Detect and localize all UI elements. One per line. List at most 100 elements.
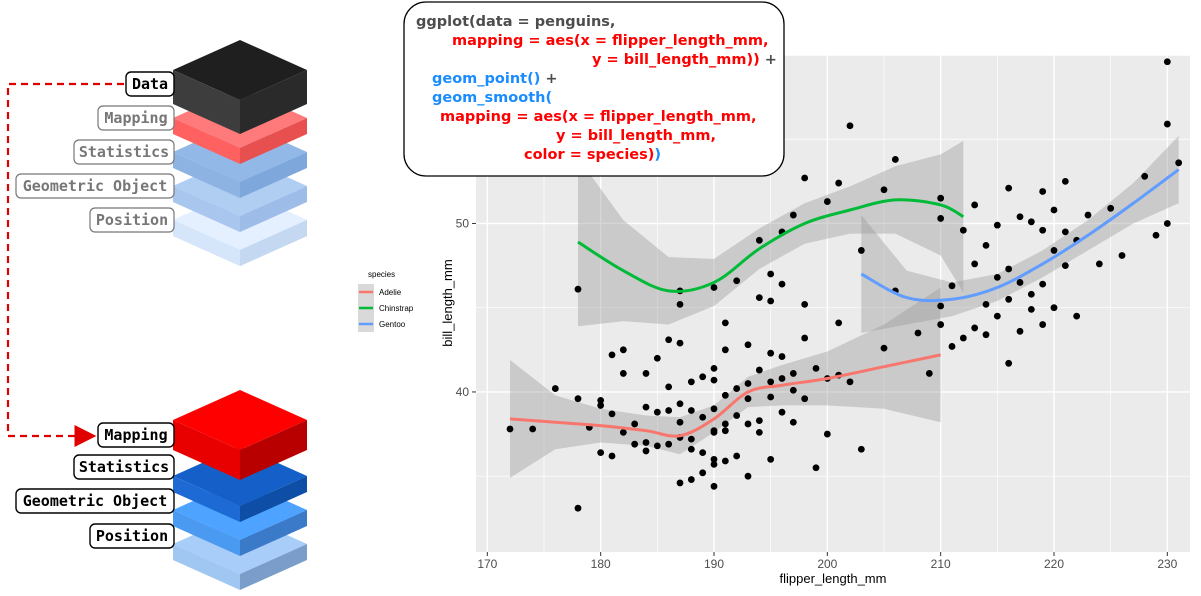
data-point — [1039, 188, 1047, 195]
label-position-faded: Position — [96, 211, 168, 229]
layer-labels-bottom: Mapping Statistics Geometric Object Posi… — [15, 422, 175, 549]
data-point — [846, 122, 854, 130]
data-point — [1005, 359, 1013, 367]
data-point — [1027, 218, 1035, 226]
data-point — [993, 273, 1001, 281]
data-point — [767, 378, 775, 386]
data-point — [699, 413, 707, 421]
data-point — [744, 341, 752, 349]
legend-item-label: Gentoo — [379, 320, 406, 329]
data-point — [733, 412, 741, 419]
data-point — [1039, 321, 1047, 328]
data-point — [721, 457, 729, 465]
data-point — [789, 386, 797, 394]
data-point — [665, 383, 673, 391]
label-box-geometric-object — [15, 488, 175, 514]
label-box-statistics-faded — [73, 139, 175, 165]
data-point — [767, 270, 775, 278]
data-point — [880, 186, 888, 194]
data-point — [699, 469, 707, 477]
data-point — [608, 452, 616, 460]
data-points — [506, 58, 1183, 512]
label-box-geometric-object-faded — [15, 173, 175, 199]
x-tick-label: 230 — [1157, 557, 1177, 571]
data-point — [642, 447, 650, 455]
label-box-position — [89, 523, 175, 549]
data-point — [653, 408, 661, 416]
data-point — [687, 476, 695, 483]
data-point — [687, 445, 695, 453]
code-line: y = bill_length_mm, — [556, 128, 716, 144]
data-point — [778, 375, 786, 382]
data-point — [1107, 204, 1115, 212]
code-line: ggplot(data = penguins, — [416, 14, 615, 30]
layer-mapping — [173, 390, 307, 480]
data-point — [835, 319, 843, 327]
data-point — [710, 482, 718, 490]
data-point — [710, 364, 718, 372]
data-point — [982, 300, 990, 308]
data-point — [687, 378, 695, 386]
x-axis-title: flipper_length_mm — [780, 571, 887, 586]
smooth-line-gentoo — [860, 168, 1180, 303]
data-point — [710, 405, 718, 413]
data-point — [529, 425, 537, 433]
data-point — [767, 393, 775, 401]
data-point — [574, 285, 582, 293]
data-point — [551, 385, 559, 392]
data-point — [1039, 280, 1047, 288]
data-point — [1016, 213, 1024, 221]
data-point — [574, 395, 582, 403]
y-axis-title: bill_length_mm — [440, 259, 455, 346]
data-point — [710, 455, 718, 463]
data-point — [767, 297, 775, 305]
label-box-data — [125, 71, 175, 97]
data-point — [1050, 206, 1058, 214]
label-position: Position — [96, 527, 168, 545]
data-point — [914, 329, 922, 337]
label-geometric-object-faded: Geometric Object — [23, 177, 168, 195]
data-point — [880, 344, 888, 352]
data-point — [676, 300, 684, 308]
data-point — [835, 179, 843, 187]
data-point — [1175, 159, 1183, 167]
data-point — [801, 395, 809, 403]
data-point — [1050, 304, 1058, 312]
data-point — [993, 312, 1001, 320]
data-point — [937, 194, 945, 202]
layer-stack-bottom — [173, 390, 307, 590]
data-point — [721, 420, 729, 428]
data-point — [1061, 177, 1069, 185]
code-line: y = bill_length_mm)) + — [592, 52, 777, 68]
data-point — [721, 427, 729, 435]
label-box-mapping — [97, 422, 175, 448]
data-point — [642, 439, 650, 446]
data-point — [721, 391, 729, 399]
label-box-position-faded — [89, 207, 175, 233]
label-mapping-faded: Mapping — [104, 109, 167, 127]
data-point — [744, 420, 752, 428]
data-point — [971, 324, 979, 332]
data-point — [687, 435, 695, 443]
data-point — [857, 247, 865, 254]
data-point — [891, 156, 899, 163]
data-point — [1084, 211, 1092, 219]
data-point — [1050, 247, 1058, 254]
label-mapping: Mapping — [104, 426, 167, 444]
smooth-lines — [509, 168, 1180, 438]
data-point — [778, 280, 786, 288]
data-point — [676, 400, 684, 408]
data-point — [687, 407, 695, 414]
data-point — [619, 428, 627, 436]
label-geometric-object: Geometric Object — [23, 492, 168, 510]
code-box: ggplot(data = penguins, mapping = aes(x =… — [403, 1, 785, 177]
label-box-mapping-faded — [97, 105, 175, 131]
data-point — [937, 215, 945, 222]
y-axis-ticks: 40 50 — [456, 216, 476, 399]
data-point — [676, 339, 684, 347]
data-point — [1005, 295, 1013, 303]
layer-stack-top — [173, 40, 307, 266]
data-point — [733, 452, 741, 460]
x-tick-label: 220 — [1044, 557, 1064, 571]
